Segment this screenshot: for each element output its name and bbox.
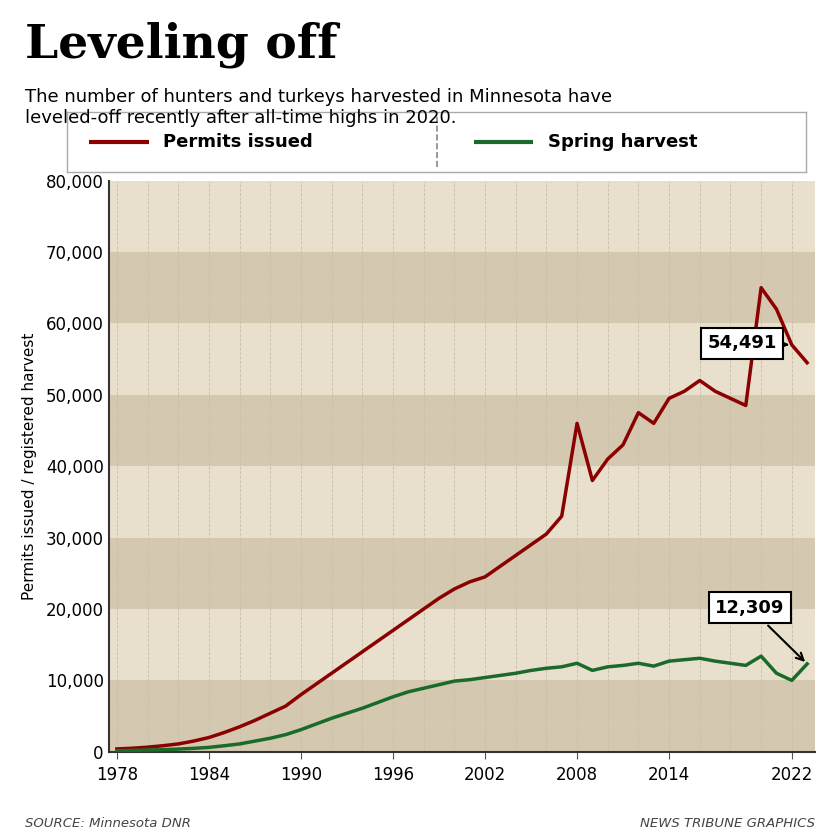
Bar — [109, 680, 815, 752]
Text: Spring harvest: Spring harvest — [548, 133, 697, 151]
Bar — [109, 252, 815, 323]
Text: Permits issued: Permits issued — [163, 133, 313, 151]
Text: 54,491: 54,491 — [707, 334, 787, 353]
Text: NEWS TRIBUNE GRAPHICS: NEWS TRIBUNE GRAPHICS — [640, 817, 815, 830]
Text: 12,309: 12,309 — [715, 599, 804, 660]
Bar — [109, 395, 815, 466]
Text: SOURCE: Minnesota DNR: SOURCE: Minnesota DNR — [25, 817, 192, 830]
Text: The number of hunters and turkeys harvested in Minnesota have
leveled-off recent: The number of hunters and turkeys harves… — [25, 88, 612, 127]
Y-axis label: Permits issued / registered harvest: Permits issued / registered harvest — [23, 333, 37, 600]
Text: Leveling off: Leveling off — [25, 21, 338, 67]
Bar — [109, 538, 815, 609]
